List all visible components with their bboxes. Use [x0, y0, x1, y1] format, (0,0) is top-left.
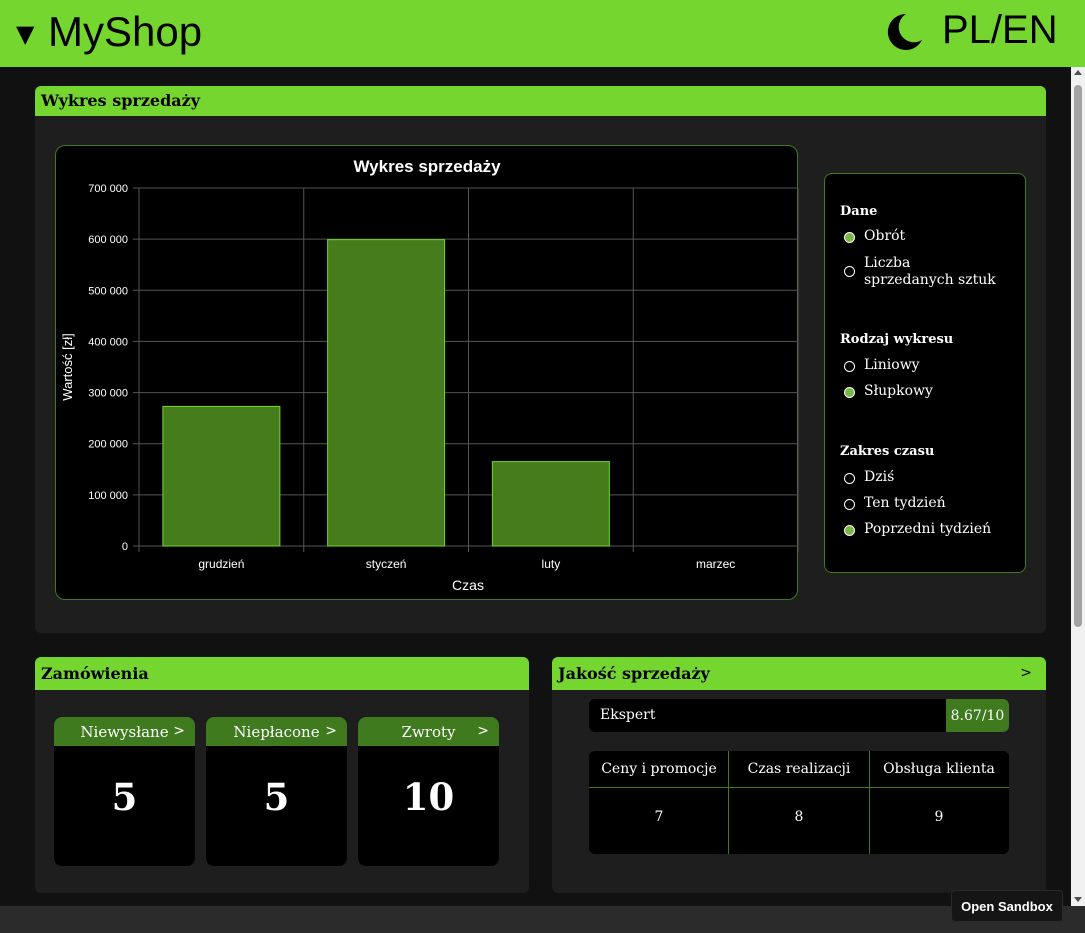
bar-grudzień	[162, 405, 281, 547]
order-card-unsent[interactable]: Niewysłane > 5	[54, 717, 195, 866]
expert-rating: Ekspert 8.67/10	[589, 699, 1009, 732]
quality-header-service: Obsługa klienta	[869, 751, 1009, 788]
chevron-right-icon[interactable]: >	[325, 723, 337, 739]
y-tick-label: 200 000	[88, 439, 128, 451]
bar-luty	[491, 461, 610, 547]
option-last-week-label: Poprzedni tydzień	[864, 521, 992, 537]
y-tick-label: 0	[122, 541, 128, 553]
scroll-thumb[interactable]	[1074, 85, 1082, 627]
x-tick-label: styczeń	[366, 557, 407, 571]
order-card-unpaid[interactable]: Niepłacone > 5	[206, 717, 347, 866]
option-this-week-label: Ten tydzień	[864, 495, 946, 511]
x-axis-label: Czas	[452, 577, 484, 593]
option-last-week[interactable]: Poprzedni tydzień	[844, 521, 991, 537]
expert-score: 8.67/10	[946, 699, 1009, 732]
chevron-right-icon[interactable]: >	[1020, 665, 1032, 681]
radio-turnover[interactable]	[844, 232, 855, 243]
option-bar[interactable]: Słupkowy	[844, 383, 933, 399]
quality-table: Ceny i promocje 7 Czas realizacji 8 Obsł…	[589, 751, 1009, 854]
order-card-unpaid-header[interactable]: Niepłacone >	[206, 717, 347, 746]
quality-header-prices: Ceny i promocje	[589, 751, 729, 788]
chevron-right-icon[interactable]: >	[477, 723, 489, 739]
quality-header-fulfillment: Czas realizacji	[729, 751, 869, 788]
radio-line[interactable]	[844, 361, 855, 372]
option-turnover[interactable]: Obrót	[844, 228, 905, 244]
y-tick-label: 600 000	[88, 234, 128, 246]
scroll-down-icon[interactable]	[1074, 897, 1082, 902]
x-tick-label: grudzień	[198, 557, 244, 571]
radio-today[interactable]	[844, 473, 855, 484]
order-card-unpaid-value: 5	[263, 775, 290, 819]
orders-panel-title: Zamówienia	[41, 664, 149, 683]
open-sandbox-button[interactable]: Open Sandbox	[951, 890, 1063, 922]
option-line-label: Liniowy	[864, 357, 920, 373]
app-title[interactable]: MyShop	[48, 8, 203, 55]
quality-value-fulfillment: 8	[794, 809, 804, 825]
y-tick-label: 700 000	[88, 183, 128, 195]
quality-column-service: Obsługa klienta 9	[869, 751, 1009, 854]
radio-last-week[interactable]	[844, 525, 855, 536]
page-scrollbar[interactable]	[1071, 67, 1085, 906]
order-card-unpaid-label: Niepłacone	[233, 722, 320, 741]
x-tick-label: luty	[542, 557, 561, 571]
y-tick-label: 500 000	[88, 285, 128, 297]
quality-divider	[728, 751, 729, 854]
bottom-strip	[0, 906, 1085, 933]
time-range-heading: Zakres czasu	[840, 444, 935, 459]
scroll-up-icon[interactable]	[1074, 70, 1082, 75]
option-today[interactable]: Dziś	[844, 469, 894, 485]
order-card-unsent-label: Niewysłane	[80, 722, 169, 741]
expert-label: Ekspert	[600, 707, 656, 723]
y-tick-label: 400 000	[88, 336, 128, 348]
language-switch[interactable]: PL/EN	[942, 8, 1058, 52]
sales-chart-panel-title: Wykres sprzedaży	[41, 91, 201, 110]
option-this-week[interactable]: Ten tydzień	[844, 495, 946, 511]
radio-units-sold[interactable]	[844, 266, 855, 277]
sales-chart: 0 100 000 200 000 300 000 400 000 500 000 600 …	[55, 145, 799, 600]
quality-column-prices: Ceny i promocje 7	[589, 751, 729, 854]
data-heading: Dane	[840, 204, 878, 219]
quality-column-fulfillment: Czas realizacji 8	[729, 751, 869, 854]
order-card-unsent-header[interactable]: Niewysłane >	[54, 717, 195, 746]
y-tick-label: 100 000	[88, 490, 128, 502]
sales-chart-svg: 0 100 000 200 000 300 000 400 000 500 000 600 …	[60, 157, 799, 593]
order-card-returns-value: 10	[402, 775, 455, 819]
radio-bar[interactable]	[844, 387, 855, 398]
orders-panel-header: Zamówienia	[35, 657, 529, 690]
option-today-label: Dziś	[864, 469, 895, 485]
top-bar: ▼ MyShop PL/EN	[0, 0, 1085, 67]
order-card-returns[interactable]: Zwroty > 10	[358, 717, 499, 866]
order-card-returns-label: Zwroty	[401, 722, 456, 741]
quality-value-prices: 7	[654, 809, 664, 825]
sales-quality-panel-title: Jakość sprzedaży	[558, 664, 710, 683]
option-turnover-label: Obrót	[864, 228, 906, 244]
chart-options: Dane Obrót Liczba sprzedanych sztuk Rodz…	[824, 173, 1026, 573]
quality-value-service: 9	[934, 809, 944, 825]
chevron-right-icon[interactable]: >	[173, 723, 185, 739]
order-card-unsent-value: 5	[111, 775, 138, 819]
moon-icon[interactable]	[884, 12, 924, 52]
option-line[interactable]: Liniowy	[844, 357, 920, 373]
sales-chart-panel-header: Wykres sprzedaży	[35, 86, 1046, 116]
chart-title: Wykres sprzedaży	[353, 157, 501, 176]
chart-type-heading: Rodzaj wykresu	[840, 332, 954, 347]
quality-divider	[869, 751, 870, 854]
option-units-sold-label: Liczba sprzedanych sztuk	[864, 255, 996, 288]
sales-quality-panel-header: Jakość sprzedaży >	[552, 657, 1046, 690]
y-axis-label: Wartość [zł]	[60, 333, 75, 400]
order-card-returns-header[interactable]: Zwroty >	[358, 717, 499, 746]
bar-styczeń	[327, 239, 446, 547]
radio-this-week[interactable]	[844, 499, 855, 510]
y-tick-label: 300 000	[88, 388, 128, 400]
option-bar-label: Słupkowy	[864, 383, 933, 399]
menu-toggle-arrow[interactable]: ▼	[16, 20, 35, 48]
x-tick-label: marzec	[696, 557, 735, 571]
option-units-sold[interactable]: Liczba sprzedanych sztuk	[844, 255, 1004, 289]
